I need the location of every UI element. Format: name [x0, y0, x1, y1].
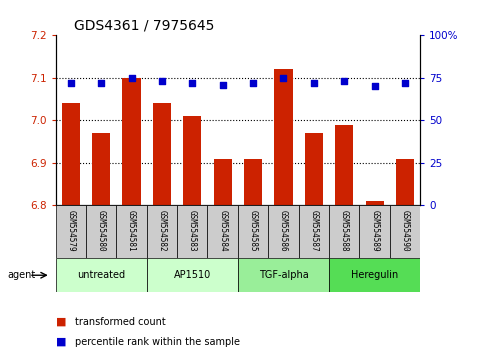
Point: [219, 82, 227, 87]
Bar: [298, 205, 329, 258]
Text: GSM554589: GSM554589: [370, 210, 379, 251]
Point: [188, 80, 196, 86]
Text: GSM554583: GSM554583: [188, 210, 197, 251]
Bar: [329, 258, 420, 292]
Text: GSM554586: GSM554586: [279, 210, 288, 251]
Text: transformed count: transformed count: [75, 317, 166, 327]
Point: [97, 80, 105, 86]
Point: [371, 84, 379, 89]
Bar: [396, 159, 414, 205]
Point: [249, 80, 257, 86]
Bar: [213, 159, 232, 205]
Text: GSM554587: GSM554587: [309, 210, 318, 251]
Point: [401, 80, 409, 86]
Text: GSM554588: GSM554588: [340, 210, 349, 251]
Bar: [335, 125, 354, 205]
Point: [128, 75, 135, 81]
Text: ■: ■: [56, 317, 66, 327]
Point: [341, 79, 348, 84]
Bar: [56, 205, 86, 258]
Bar: [208, 205, 238, 258]
Text: percentile rank within the sample: percentile rank within the sample: [75, 337, 240, 347]
Text: GSM554579: GSM554579: [66, 210, 75, 251]
Bar: [92, 133, 110, 205]
Bar: [238, 258, 329, 292]
Bar: [390, 205, 420, 258]
Text: agent: agent: [7, 270, 35, 280]
Bar: [122, 78, 141, 205]
Text: GSM554584: GSM554584: [218, 210, 227, 251]
Text: GSM554580: GSM554580: [97, 210, 106, 251]
Point: [310, 80, 318, 86]
Text: untreated: untreated: [77, 270, 125, 280]
Bar: [86, 205, 116, 258]
Bar: [359, 205, 390, 258]
Bar: [177, 205, 208, 258]
Bar: [183, 116, 201, 205]
Text: GSM554585: GSM554585: [249, 210, 257, 251]
Bar: [244, 159, 262, 205]
Text: GSM554581: GSM554581: [127, 210, 136, 251]
Text: Heregulin: Heregulin: [351, 270, 398, 280]
Point: [280, 75, 287, 81]
Text: TGF-alpha: TGF-alpha: [258, 270, 308, 280]
Text: GSM554582: GSM554582: [157, 210, 167, 251]
Text: AP1510: AP1510: [174, 270, 211, 280]
Bar: [153, 103, 171, 205]
Bar: [305, 133, 323, 205]
Bar: [62, 103, 80, 205]
Bar: [268, 205, 298, 258]
Point: [158, 79, 166, 84]
Bar: [116, 205, 147, 258]
Bar: [147, 258, 238, 292]
Bar: [366, 201, 384, 205]
Text: ■: ■: [56, 337, 66, 347]
Bar: [147, 205, 177, 258]
Text: GDS4361 / 7975645: GDS4361 / 7975645: [74, 19, 214, 33]
Text: GSM554590: GSM554590: [400, 210, 410, 251]
Point: [67, 80, 74, 86]
Bar: [329, 205, 359, 258]
Bar: [56, 258, 147, 292]
Bar: [274, 69, 293, 205]
Bar: [238, 205, 268, 258]
